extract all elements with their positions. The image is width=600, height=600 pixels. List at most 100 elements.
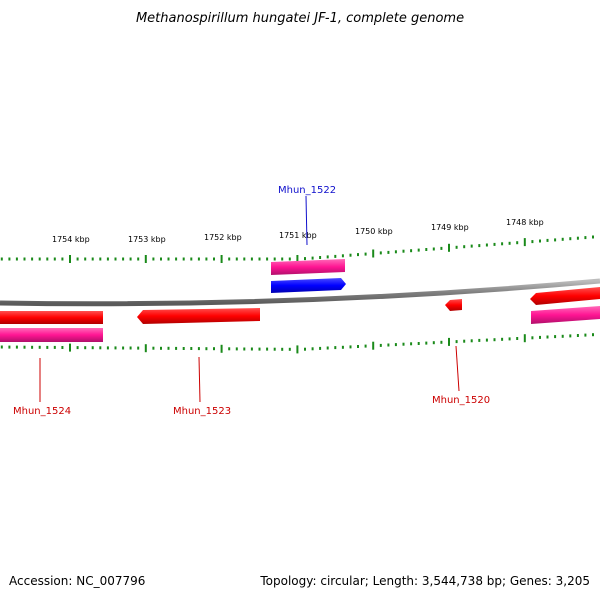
outer-tick-marks bbox=[0, 235, 594, 263]
tick-label-1750: 1750 kbp bbox=[355, 227, 393, 236]
inner-minor-tick bbox=[508, 337, 511, 341]
outer-major-tick bbox=[69, 255, 71, 263]
outer-minor-tick bbox=[205, 257, 208, 261]
outer-major-tick bbox=[372, 249, 375, 258]
inner-minor-tick bbox=[266, 347, 269, 351]
outer-minor-tick bbox=[493, 242, 496, 246]
outer-minor-tick bbox=[15, 257, 18, 261]
outer-minor-tick bbox=[516, 241, 519, 245]
outer-minor-tick bbox=[160, 257, 162, 261]
inner-minor-tick bbox=[485, 338, 488, 342]
cds-arrow-mhun-1524[interactable] bbox=[0, 311, 103, 324]
inner-minor-tick bbox=[576, 334, 579, 337]
inner-minor-tick bbox=[288, 347, 291, 351]
gene-label-mhun-1524[interactable]: Mhun_1524 bbox=[13, 406, 71, 417]
outer-minor-tick bbox=[197, 257, 200, 261]
outer-minor-tick bbox=[349, 253, 352, 257]
inner-major-tick bbox=[220, 344, 223, 353]
outer-minor-tick bbox=[334, 254, 337, 258]
outer-minor-tick bbox=[379, 251, 382, 255]
cds-arrow-mhun-1520[interactable] bbox=[445, 299, 462, 311]
cds-arrow-mhun-1523[interactable] bbox=[137, 308, 260, 324]
cds-arrow-mhun-1522[interactable] bbox=[271, 278, 346, 293]
outer-minor-tick bbox=[485, 243, 488, 247]
inner-minor-tick bbox=[455, 340, 458, 344]
outer-minor-tick bbox=[46, 257, 49, 261]
inner-minor-tick bbox=[349, 345, 352, 349]
inner-minor-tick bbox=[129, 346, 132, 350]
outer-major-tick bbox=[523, 238, 526, 247]
outer-minor-tick bbox=[31, 257, 34, 261]
genome-title: Methanospirillum hungatei JF-1, complete… bbox=[135, 11, 465, 26]
inner-minor-tick bbox=[569, 334, 572, 338]
inner-minor-tick bbox=[410, 342, 413, 346]
tick-label-1753: 1753 kbp bbox=[128, 235, 166, 244]
outer-minor-tick bbox=[190, 257, 193, 261]
tick-label-1749: 1749 kbp bbox=[431, 223, 469, 232]
gene-bar-right-edge[interactable] bbox=[531, 306, 600, 324]
leader-line-mhun-1520 bbox=[455, 345, 460, 392]
inner-minor-tick bbox=[175, 346, 178, 350]
inner-minor-tick bbox=[205, 347, 208, 351]
outer-minor-tick bbox=[341, 254, 344, 258]
inner-minor-tick bbox=[387, 343, 390, 347]
inner-minor-tick bbox=[228, 347, 231, 351]
inner-minor-tick bbox=[99, 346, 102, 350]
outer-minor-tick bbox=[235, 257, 238, 261]
inner-minor-tick bbox=[402, 342, 405, 346]
inner-major-tick bbox=[144, 344, 147, 353]
outer-minor-tick bbox=[561, 237, 564, 241]
gene-bar-mhun-1524[interactable] bbox=[0, 328, 103, 342]
inner-minor-tick bbox=[326, 346, 329, 350]
inner-minor-tick bbox=[53, 345, 56, 349]
inner-minor-tick bbox=[213, 347, 215, 351]
outer-minor-tick bbox=[266, 257, 269, 261]
outer-minor-tick bbox=[326, 255, 329, 259]
leader-line-mhun-1522 bbox=[305, 195, 308, 246]
inner-minor-tick bbox=[539, 335, 541, 339]
inner-minor-tick bbox=[304, 347, 306, 351]
inner-minor-tick bbox=[114, 346, 117, 350]
outer-major-tick bbox=[220, 255, 223, 263]
inner-minor-tick bbox=[8, 345, 11, 349]
outer-major-tick bbox=[448, 243, 450, 252]
outer-minor-tick bbox=[175, 257, 178, 261]
outer-minor-tick bbox=[281, 257, 284, 261]
inner-minor-tick bbox=[122, 346, 125, 350]
outer-minor-tick bbox=[114, 257, 117, 261]
outer-minor-tick bbox=[470, 244, 473, 248]
inner-minor-tick bbox=[319, 346, 322, 350]
inner-minor-tick bbox=[394, 343, 397, 347]
cds-arrow-right-edge[interactable] bbox=[530, 287, 600, 305]
inner-tick-marks bbox=[0, 333, 594, 354]
outer-minor-tick bbox=[531, 240, 534, 244]
inner-minor-tick bbox=[160, 346, 162, 350]
outer-minor-tick bbox=[478, 244, 481, 248]
inner-minor-tick bbox=[137, 346, 140, 350]
inner-minor-tick bbox=[250, 347, 253, 351]
inner-minor-tick bbox=[15, 345, 18, 349]
tick-label-1752: 1752 kbp bbox=[204, 233, 242, 242]
outer-minor-tick bbox=[273, 257, 276, 261]
outer-minor-tick bbox=[122, 257, 125, 261]
outer-minor-tick bbox=[463, 245, 466, 249]
inner-minor-tick bbox=[546, 335, 549, 339]
outer-minor-tick bbox=[38, 257, 41, 261]
outer-minor-tick bbox=[213, 257, 215, 261]
inner-minor-tick bbox=[554, 335, 557, 339]
gene-label-mhun-1520[interactable]: Mhun_1520 bbox=[432, 395, 490, 406]
inner-minor-tick bbox=[281, 347, 284, 351]
outer-minor-tick bbox=[228, 257, 231, 261]
outer-minor-tick bbox=[129, 257, 132, 261]
gene-bar-mhun-1522[interactable] bbox=[271, 259, 345, 275]
inner-minor-tick bbox=[592, 333, 594, 337]
outer-minor-tick bbox=[167, 257, 170, 261]
outer-minor-tick bbox=[23, 257, 26, 261]
outer-minor-tick bbox=[508, 241, 511, 245]
outer-minor-tick bbox=[8, 257, 11, 261]
gene-label-mhun-1522[interactable]: Mhun_1522 bbox=[278, 185, 336, 196]
gene-label-mhun-1523[interactable]: Mhun_1523 bbox=[173, 406, 231, 417]
outer-minor-tick bbox=[99, 257, 102, 261]
outer-minor-tick bbox=[91, 257, 94, 261]
inner-minor-tick bbox=[493, 338, 496, 342]
